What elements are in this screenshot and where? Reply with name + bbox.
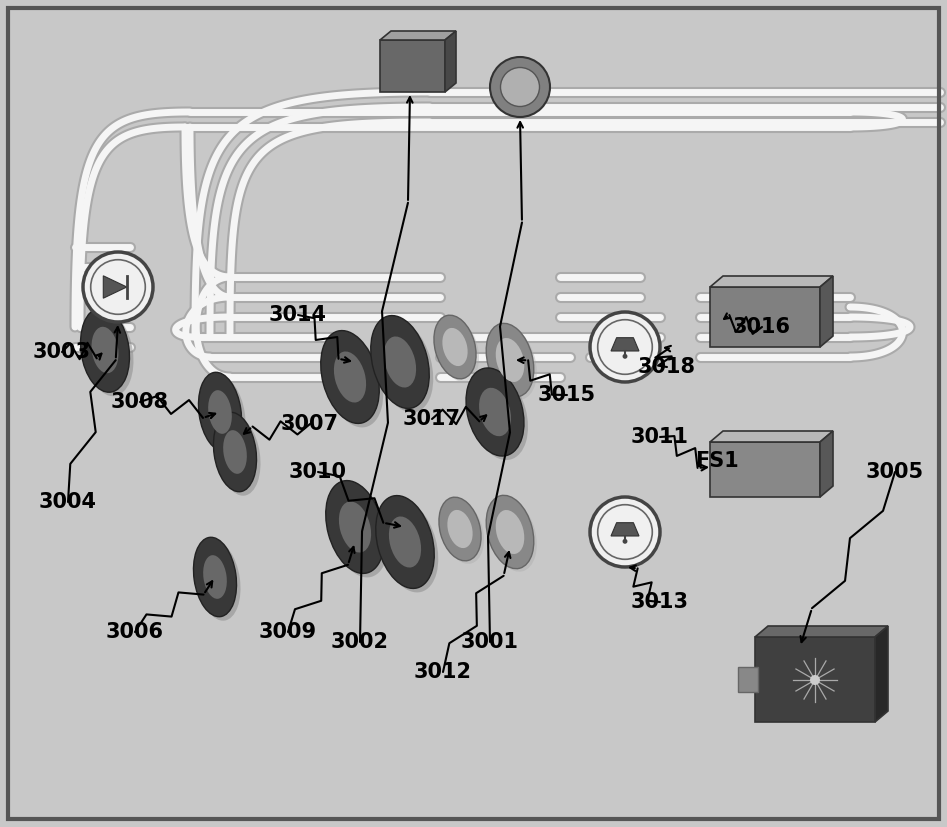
Ellipse shape [486,495,534,569]
Ellipse shape [326,480,384,573]
Polygon shape [710,442,820,497]
Circle shape [590,312,660,382]
Ellipse shape [213,413,257,492]
Polygon shape [710,287,820,347]
Ellipse shape [447,510,473,548]
Text: 3008: 3008 [111,392,169,412]
Text: 3015: 3015 [538,385,596,405]
Text: 3016: 3016 [733,317,791,337]
Circle shape [810,675,820,685]
Ellipse shape [375,319,434,413]
Ellipse shape [203,376,245,456]
Text: 3010: 3010 [289,462,347,482]
Ellipse shape [334,351,366,403]
Circle shape [490,57,550,117]
Text: 3002: 3002 [331,632,389,652]
Circle shape [83,252,153,322]
Ellipse shape [442,500,484,564]
Text: 3018: 3018 [638,357,696,377]
Text: 3005: 3005 [866,462,924,482]
Ellipse shape [80,308,130,392]
Polygon shape [710,431,833,442]
Ellipse shape [376,495,435,589]
Ellipse shape [380,500,438,592]
Polygon shape [445,31,456,92]
Text: 3004: 3004 [39,492,97,512]
Text: 3009: 3009 [259,622,317,642]
Ellipse shape [223,430,247,474]
Polygon shape [755,637,875,722]
Ellipse shape [490,499,537,571]
Ellipse shape [193,538,237,617]
Ellipse shape [434,315,476,379]
Polygon shape [611,523,639,536]
Circle shape [590,497,660,567]
Ellipse shape [92,327,118,373]
Ellipse shape [442,328,468,366]
Ellipse shape [495,338,525,382]
Ellipse shape [84,312,134,396]
Polygon shape [820,431,833,497]
Circle shape [622,539,628,544]
Text: 3012: 3012 [414,662,472,682]
Ellipse shape [466,368,524,456]
Polygon shape [380,31,456,40]
Ellipse shape [198,542,241,621]
Circle shape [622,354,628,359]
Text: 3001: 3001 [461,632,519,652]
Text: FS1: FS1 [695,451,739,471]
Text: 3014: 3014 [269,305,327,325]
Ellipse shape [486,323,534,397]
Ellipse shape [218,416,260,495]
Text: 3013: 3013 [631,592,689,612]
Polygon shape [710,276,833,287]
Bar [738,667,758,692]
Ellipse shape [490,327,537,399]
Ellipse shape [438,497,481,561]
Ellipse shape [437,318,479,382]
Ellipse shape [321,331,379,423]
Ellipse shape [470,372,528,460]
Ellipse shape [370,316,429,409]
Ellipse shape [389,517,421,567]
Polygon shape [875,626,888,722]
Ellipse shape [384,337,416,388]
Ellipse shape [325,335,384,428]
Ellipse shape [199,372,241,452]
Polygon shape [611,337,639,351]
Ellipse shape [330,485,388,577]
Ellipse shape [479,388,511,436]
Text: 3007: 3007 [281,414,339,434]
Polygon shape [755,626,888,637]
Text: 3017: 3017 [403,409,461,429]
Ellipse shape [208,390,232,434]
Text: 3011: 3011 [631,427,689,447]
Ellipse shape [204,555,227,599]
Polygon shape [820,276,833,347]
Ellipse shape [339,501,371,552]
Polygon shape [103,275,127,299]
Ellipse shape [495,510,525,554]
Circle shape [501,68,540,107]
Text: 3003: 3003 [33,342,91,362]
Text: 3006: 3006 [106,622,164,642]
Polygon shape [380,40,445,92]
